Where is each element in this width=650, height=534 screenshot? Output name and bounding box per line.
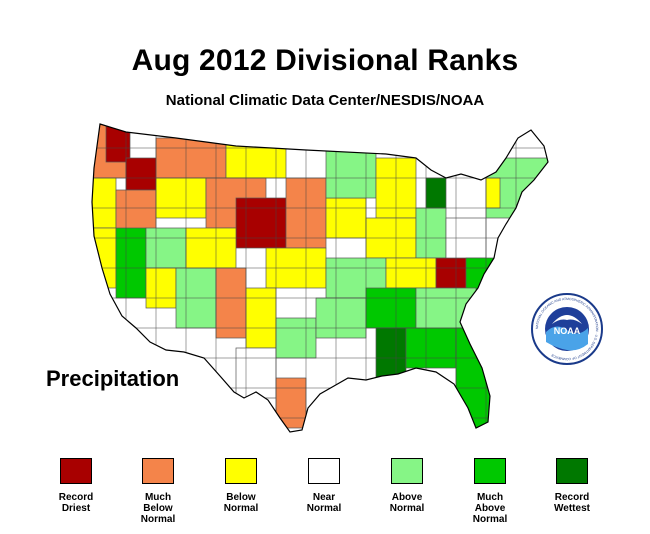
variable-label: Precipitation bbox=[44, 366, 182, 392]
logo-text: NOAA bbox=[554, 326, 581, 336]
legend-item-above-normal: Above Normal bbox=[367, 458, 447, 514]
legend-item-record-driest: Record Driest bbox=[36, 458, 116, 514]
legend-item-much-above-normal: Much Above Normal bbox=[450, 458, 530, 525]
legend-swatch bbox=[60, 458, 92, 484]
legend-swatch bbox=[474, 458, 506, 484]
legend-label: Record Wettest bbox=[554, 492, 590, 514]
legend-swatch bbox=[308, 458, 340, 484]
legend-item-near-normal: Near Normal bbox=[284, 458, 364, 514]
noaa-logo: NOAA NATIONAL OCEANIC AND ATMOSPHERIC AD… bbox=[531, 293, 603, 365]
legend-swatch bbox=[556, 458, 588, 484]
map-subtitle: National Climatic Data Center/NESDIS/NOA… bbox=[165, 92, 485, 109]
legend-label: Near Normal bbox=[306, 492, 342, 514]
legend-label: Much Above Normal bbox=[472, 492, 508, 525]
legend-swatch bbox=[225, 458, 257, 484]
legend-swatch bbox=[142, 458, 174, 484]
legend-item-record-wettest: Record Wettest bbox=[532, 458, 612, 514]
legend-item-much-below-normal: Much Below Normal bbox=[118, 458, 198, 525]
legend-label: Much Below Normal bbox=[140, 492, 176, 525]
legend-label: Above Normal bbox=[389, 492, 425, 514]
map-title: Aug 2012 Divisional Ranks bbox=[131, 44, 519, 77]
us-divisional-rank-map bbox=[91, 123, 549, 433]
legend-label: Record Driest bbox=[58, 492, 94, 514]
legend-item-below-normal: Below Normal bbox=[201, 458, 281, 514]
legend-swatch bbox=[391, 458, 423, 484]
legend-label: Below Normal bbox=[223, 492, 259, 514]
